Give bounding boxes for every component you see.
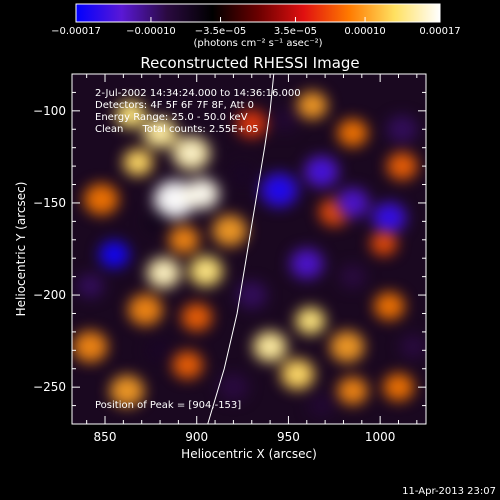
residual-core [343,195,362,211]
y-tick-label: −100 [33,104,66,118]
colorbar-tick-label: −3.5e−05 [195,26,247,37]
emission-source [296,91,328,120]
y-tick-label: −200 [33,288,66,302]
y-axis-label: Heliocentric Y (arcsec) [14,182,28,317]
emission-source [73,330,108,363]
colorbar-tick-label: −0.00017 [51,26,101,37]
emission-map [73,91,426,418]
residual-core [298,255,316,272]
negative-residual [271,107,299,133]
residual-core [269,181,289,199]
negative-residual [144,210,168,232]
peak-position-label: Position of Peak = [904,-153] [95,400,241,411]
emission-core [261,338,279,355]
emission-core [155,265,173,281]
annotation-clean-counts: Clean Total counts: 2.55E+05 [95,124,259,135]
x-tick-label: 850 [94,430,117,444]
emission-source [329,330,365,363]
emission-source [383,373,414,402]
footer-timestamp: 11-Apr-2013 23:07 [402,486,496,497]
emission-source [181,303,213,332]
colorbar-tick-label: 3.5e−05 [274,26,317,37]
y-tick-label: −250 [33,380,66,394]
emission-source [168,225,200,254]
x-axis-ticks: 850 900 950 1000 [86,74,418,444]
colorbar-tick-label: 0.00017 [419,26,460,37]
negative-residual [76,273,104,299]
emission-core [197,263,215,279]
negative-residual [339,264,367,289]
colorbar [75,3,441,23]
annotation-time-range: 2-Jul-2002 14:34:24.000 to 14:36:16.000 [95,88,301,99]
emission-source [337,119,369,147]
emission-core [122,107,139,122]
emission-source [370,231,398,256]
emission-core [181,144,201,162]
annotation-energy-range: Energy Range: 25.0 - 50.0 keV [95,112,248,123]
emission-core [302,313,319,328]
emission-source [84,183,119,215]
emission-source [212,214,248,247]
negative-residual [236,281,268,309]
emission-source [337,376,369,405]
emission-core [151,125,169,141]
emission-source [373,292,405,321]
emission-source [236,109,268,138]
x-tick-label: 1000 [365,430,396,444]
y-tick-label: −150 [33,196,66,210]
colorbar-ticks: −0.00017 −0.00010 −3.5e−05 3.5e−05 0.00010 0.… [51,17,461,37]
negative-residual [146,338,174,363]
negative-residual [399,334,426,359]
emission-source [172,351,203,379]
x-axis-label: Heliocentric X (arcsec) [181,447,317,461]
colorbar-tick-label: −0.00010 [126,26,176,37]
negative-residual [229,163,257,188]
solar-limb-curve [207,74,275,424]
emission-core [193,185,211,202]
colorbar-units-label: (photons cm⁻² s⁻¹ asec⁻²) [193,38,322,49]
annotation-detectors: Detectors: 4F 5F 6F 7F 8F, Att 0 [95,100,254,111]
negative-residual [386,115,418,144]
emission-source [109,375,145,407]
emission-source [128,294,163,326]
residual-core [312,163,331,180]
x-tick-label: 950 [277,430,300,444]
emission-core [288,366,307,383]
y-axis-ticks: −100 −150 −200 −250 [33,91,426,407]
emission-core [164,189,186,209]
x-tick-label: 900 [185,430,208,444]
emission-core [130,155,146,170]
residual-core [106,247,122,262]
negative-residual [218,373,249,402]
emission-source [386,152,418,181]
chart-title: Reconstructed RHESSI Image [140,54,359,72]
colorbar-tick-label: 0.00010 [344,26,385,37]
residual-core [380,209,398,226]
negative-residual [307,393,335,418]
plot-frame [71,73,427,425]
